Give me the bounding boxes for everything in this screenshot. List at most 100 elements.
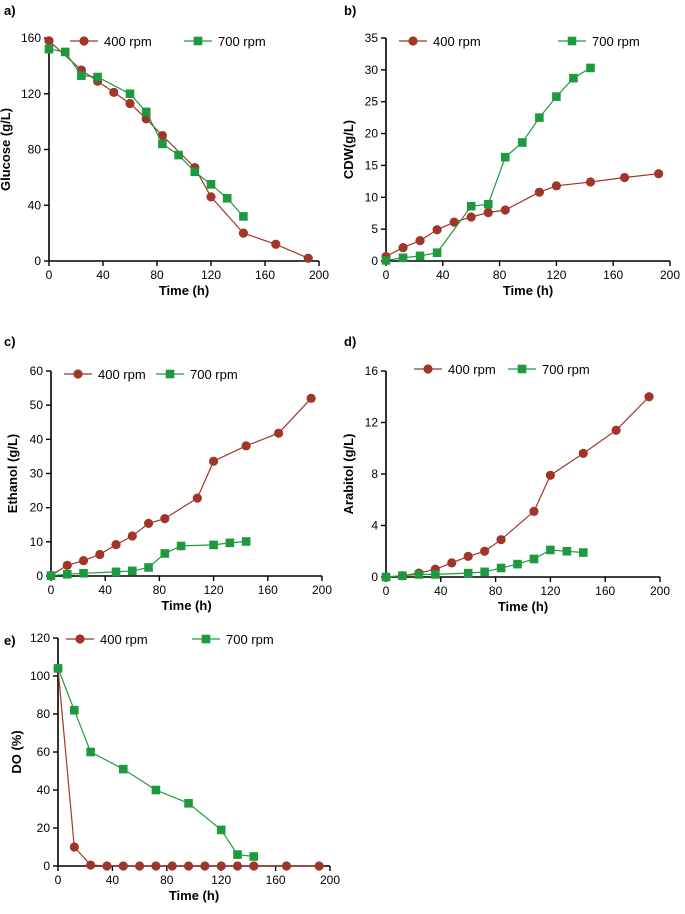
data-point <box>241 537 251 546</box>
data-point <box>44 44 54 54</box>
legend-marker <box>165 369 175 379</box>
y-tick-label: 120 <box>21 87 41 101</box>
y-tick-label: 30 <box>30 467 44 481</box>
data-point <box>141 107 151 117</box>
x-axis-title: Time (h) <box>503 283 553 298</box>
legend-label: 400 rpm <box>433 34 481 49</box>
y-tick-label: 0 <box>371 570 378 584</box>
data-point <box>151 861 161 871</box>
legend-entry: 700 rpm <box>508 362 590 377</box>
y-axis-title: Glucose (g/L) <box>0 108 13 191</box>
y-tick-label: 60 <box>37 745 51 759</box>
x-axis-title: Time (h) <box>161 598 211 613</box>
data-point <box>151 785 161 795</box>
data-point <box>192 493 202 503</box>
data-point <box>144 563 153 572</box>
series-700-rpm <box>53 664 259 861</box>
data-point <box>271 239 281 249</box>
series-line <box>385 396 650 578</box>
data-point <box>500 205 510 215</box>
data-point <box>128 566 137 576</box>
data-point <box>125 98 135 109</box>
data-point <box>238 228 248 238</box>
data-point <box>209 540 218 550</box>
data-point <box>109 87 119 97</box>
data-point <box>111 567 121 577</box>
series-line <box>48 40 309 259</box>
panel-d: d) 0 40 80 120 160 200 0 4 8 12 16 Time (h) Arabitol … <box>341 334 670 614</box>
data-point <box>415 236 425 246</box>
legend-marker <box>201 634 211 644</box>
y-tick-label: 0 <box>371 254 378 268</box>
series-700-rpm <box>381 63 595 265</box>
x-tick-label: 160 <box>603 268 623 282</box>
data-point <box>86 860 96 870</box>
data-point <box>209 456 219 466</box>
data-point <box>167 861 177 871</box>
y-tick-label: 35 <box>365 31 379 45</box>
data-point <box>447 558 457 568</box>
x-tick-label: 40 <box>106 873 120 887</box>
series-700-rpm <box>381 545 588 582</box>
data-point <box>281 861 292 871</box>
y-tick-label: 0 <box>43 859 50 873</box>
data-point <box>463 551 473 562</box>
data-point <box>500 152 510 162</box>
data-point <box>274 428 284 438</box>
data-point <box>216 861 226 871</box>
legend-label: 700 rpm <box>190 367 238 382</box>
x-tick-label: 0 <box>46 268 53 282</box>
x-axis-title: Time (h) <box>498 599 548 614</box>
data-point <box>183 861 194 871</box>
x-tick-label: 120 <box>204 583 224 597</box>
legend-marker <box>73 369 83 379</box>
series-400-rpm <box>381 169 664 262</box>
y-tick-label: 40 <box>37 783 51 797</box>
data-point <box>60 47 70 57</box>
x-tick-label: 0 <box>48 583 55 597</box>
y-tick-label: 20 <box>37 821 51 835</box>
data-point <box>449 217 459 227</box>
legend-entry: 700 rpm <box>156 367 238 382</box>
y-tick-label: 160 <box>21 31 41 45</box>
legend-label: 400 rpm <box>104 34 152 49</box>
legend-label: 400 rpm <box>448 362 496 377</box>
data-point <box>546 545 555 555</box>
data-point <box>216 825 226 835</box>
data-point <box>79 568 88 578</box>
data-point <box>529 554 539 564</box>
data-point <box>222 193 232 203</box>
data-point <box>314 861 324 871</box>
data-point <box>551 181 562 191</box>
data-point <box>569 73 578 83</box>
legend-marker <box>423 364 433 374</box>
y-tick-label: 20 <box>30 501 44 515</box>
series-line <box>57 668 320 867</box>
data-point <box>233 850 242 859</box>
panel-c: c) 0 40 80 120 160 200 0 10 20 30 40 50 60 Time (h) Eth… <box>4 334 332 613</box>
x-tick-label: 200 <box>660 268 680 282</box>
y-tick-label: 60 <box>30 364 44 378</box>
y-tick-label: 20 <box>365 127 379 141</box>
data-point <box>70 705 79 715</box>
y-tick-label: 40 <box>30 432 44 446</box>
y-tick-label: 10 <box>365 190 379 204</box>
y-tick-label: 40 <box>28 198 42 212</box>
data-point <box>225 538 235 548</box>
data-point <box>535 113 544 122</box>
x-tick-label: 40 <box>434 584 448 598</box>
data-point <box>480 567 489 577</box>
data-point <box>578 548 588 557</box>
data-point <box>95 549 105 560</box>
x-tick-label: 200 <box>309 268 329 282</box>
data-point <box>160 549 170 558</box>
y-tick-label: 15 <box>365 158 379 172</box>
data-point <box>398 243 408 253</box>
data-point <box>644 392 654 402</box>
legend-label: 700 rpm <box>226 632 274 647</box>
data-point <box>86 747 95 757</box>
legend-label: 400 rpm <box>98 367 146 382</box>
series-400-rpm <box>381 392 654 582</box>
legend-entry: 400 rpm <box>66 632 148 647</box>
